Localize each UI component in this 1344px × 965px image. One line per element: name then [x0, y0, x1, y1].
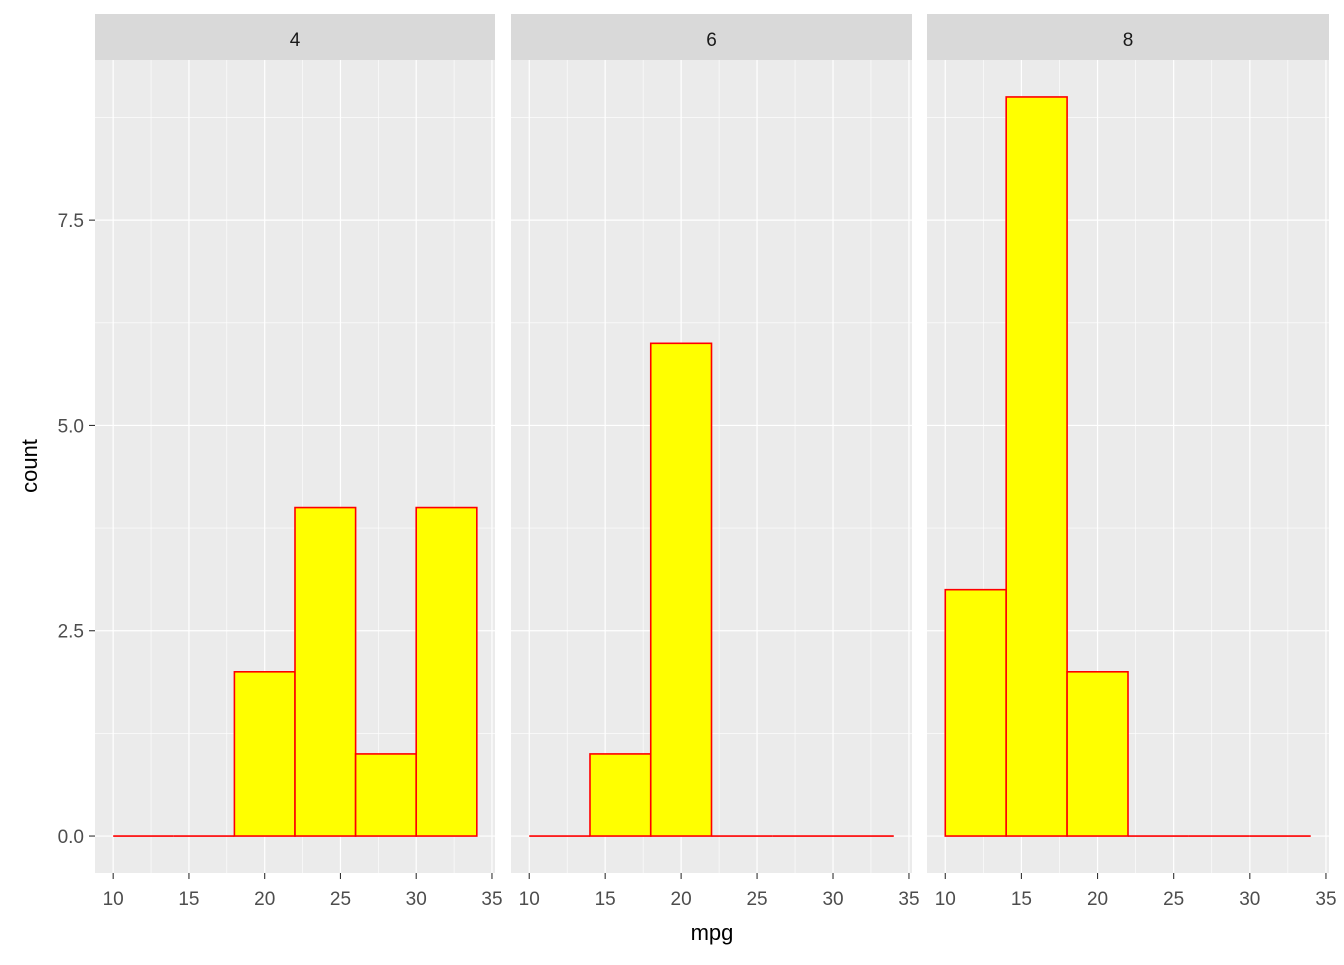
y-tick-label: 0.0	[58, 827, 84, 848]
facet-panel-8: 8 10 15 20 25 30 35	[927, 14, 1337, 910]
y-axis-title: count	[17, 439, 42, 493]
histogram-bar	[233, 671, 296, 837]
x-tick-label: 30	[1239, 889, 1260, 910]
x-tick-label: 25	[746, 889, 767, 910]
facet-strip	[511, 14, 912, 60]
x-tick-label: 20	[254, 889, 275, 910]
y-tick-label: 2.5	[58, 622, 84, 643]
facet-strip	[95, 14, 495, 60]
x-tick-label: 25	[1163, 889, 1184, 910]
x-tick-label: 15	[178, 889, 199, 910]
x-tick-label: 30	[406, 889, 427, 910]
histogram-bar	[354, 753, 418, 837]
histogram-bar	[294, 506, 357, 837]
x-tick-label: 30	[822, 889, 843, 910]
facet-panel-6: 6 10 15 20 25 30 35	[511, 14, 920, 910]
y-tick-label: 7.5	[58, 211, 84, 232]
facet-strip-label: 4	[290, 30, 301, 51]
x-tick-label: 35	[1315, 889, 1336, 910]
x-tick-label: 20	[1087, 889, 1108, 910]
histogram-bar	[1005, 96, 1068, 837]
histogram-bar	[415, 506, 478, 837]
x-tick-label: 35	[481, 889, 502, 910]
facet-strip-label: 6	[706, 30, 717, 51]
x-tick-label: 10	[935, 889, 956, 910]
histogram-bar	[1066, 671, 1129, 837]
histogram-bar	[944, 588, 1007, 837]
histogram-bar	[589, 753, 652, 837]
x-tick-label: 15	[1011, 889, 1032, 910]
x-tick-label: 10	[103, 889, 124, 910]
facet-strip-label: 8	[1123, 30, 1134, 51]
x-tick-label: 10	[519, 889, 540, 910]
facet-panel-4: 4 10 15 20 25 30 35	[95, 14, 503, 910]
x-tick-label: 20	[671, 889, 692, 910]
x-axis-title: mpg	[691, 920, 734, 945]
x-tick-label: 35	[898, 889, 919, 910]
histogram-bar	[649, 342, 713, 837]
y-tick-label: 5.0	[58, 416, 84, 437]
facet-strip	[927, 14, 1329, 60]
x-tick-label: 15	[595, 889, 616, 910]
x-tick-label: 25	[330, 889, 351, 910]
